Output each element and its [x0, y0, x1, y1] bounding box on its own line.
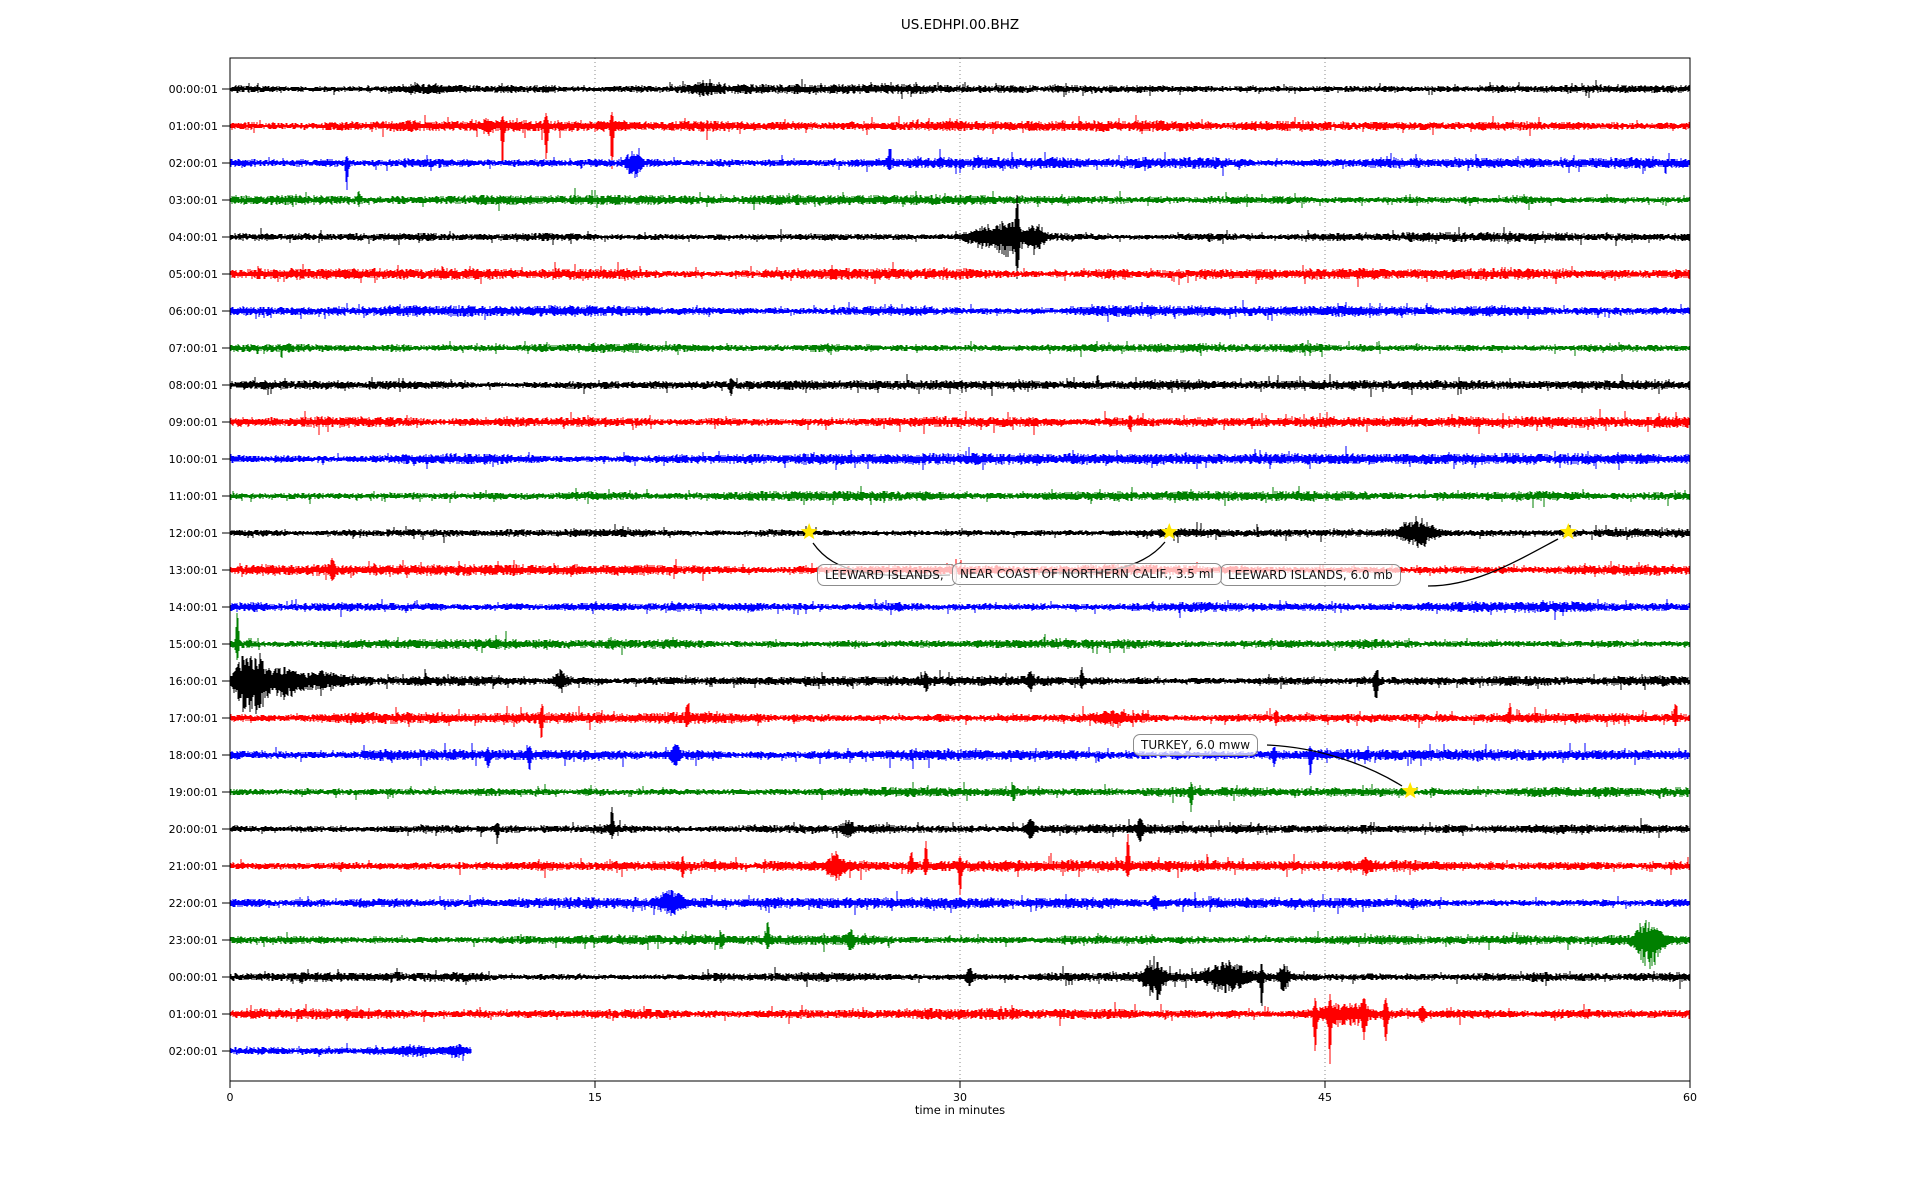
x-tick-label: 60 [1683, 1091, 1697, 1104]
y-tick-label: 12:00:01 [169, 527, 218, 540]
y-tick-label: 17:00:01 [169, 712, 218, 725]
trace-row-21 [229, 834, 1691, 895]
trace-row-8 [229, 374, 1691, 397]
trace-row-17 [229, 703, 1691, 738]
plot-title: US.EDHPI.00.BHZ [900, 17, 1020, 33]
y-tick-label: 21:00:01 [169, 860, 218, 873]
y-tick-label: 09:00:01 [169, 416, 218, 429]
y-tick-label: 11:00:01 [169, 490, 218, 503]
y-tick-label: 16:00:01 [169, 675, 218, 688]
event-star [800, 523, 818, 540]
y-tick-label: 04:00:01 [169, 231, 218, 244]
y-tick-label: 19:00:01 [169, 786, 218, 799]
event-star [1559, 523, 1577, 540]
event-leader-line-2 [1427, 538, 1559, 587]
x-tick-label: 30 [953, 1091, 967, 1104]
x-tick-label: 0 [227, 1091, 234, 1104]
y-tick-label: 00:00:01 [169, 971, 218, 984]
y-tick-label: 00:00:01 [169, 83, 218, 96]
y-tick-label: 06:00:01 [169, 305, 218, 318]
trace-row-13 [229, 558, 1691, 581]
trace-row-3 [229, 188, 1691, 211]
y-tick-label: 08:00:01 [169, 379, 218, 392]
y-tick-label: 01:00:01 [169, 1008, 218, 1021]
event-leader-line-3 [1266, 744, 1403, 787]
y-tick-label: 22:00:01 [169, 897, 218, 910]
x-axis-label: time in minutes [914, 1103, 1006, 1117]
y-tick-label: 07:00:01 [169, 342, 218, 355]
trace-row-12 [229, 516, 1691, 548]
trace-row-9 [229, 409, 1691, 435]
trace-row-11 [229, 486, 1691, 508]
trace-row-26 [229, 1043, 472, 1061]
event-star [1160, 523, 1178, 540]
y-tick-label: 23:00:01 [169, 934, 218, 947]
y-tick-label: 18:00:01 [169, 749, 218, 762]
x-tick-label: 15 [588, 1091, 602, 1104]
y-tick-label: 01:00:01 [169, 120, 218, 133]
y-tick-label: 10:00:01 [169, 453, 218, 466]
trace-row-5 [229, 262, 1691, 287]
y-tick-label: 14:00:01 [169, 601, 218, 614]
y-tick-label: 02:00:01 [169, 1045, 218, 1058]
y-tick-label: 15:00:01 [169, 638, 218, 651]
event-star [1401, 782, 1419, 799]
trace-row-15 [229, 613, 1691, 660]
x-tick-label: 45 [1318, 1091, 1332, 1104]
y-tick-label: 13:00:01 [169, 564, 218, 577]
y-tick-label: 03:00:01 [169, 194, 218, 207]
trace-row-23 [229, 920, 1691, 969]
y-tick-label: 20:00:01 [169, 823, 218, 836]
y-tick-label: 05:00:01 [169, 268, 218, 281]
y-tick-label: 02:00:01 [169, 157, 218, 170]
